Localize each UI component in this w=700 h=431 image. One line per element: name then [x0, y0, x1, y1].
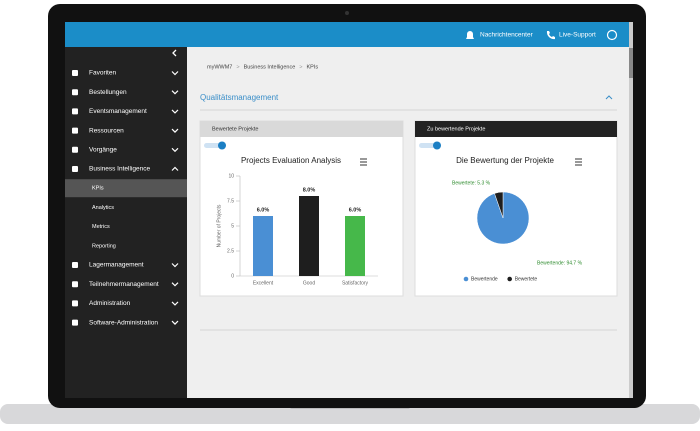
section-toggle[interactable] — [605, 95, 613, 100]
pie-slice — [494, 191, 504, 219]
card-title: Zu bewertende Projekte — [427, 126, 485, 132]
nav-subitem[interactable]: Reporting — [92, 243, 116, 249]
chevron — [171, 147, 179, 153]
bar — [299, 196, 319, 276]
nav-icon — [72, 166, 78, 172]
breadcrumb-item[interactable]: myWWM7 — [207, 64, 232, 70]
laptop-base — [0, 404, 700, 424]
nav-icon — [72, 281, 78, 288]
chevron — [171, 71, 179, 76]
card-title: Bewertete Projekte — [212, 126, 258, 132]
nav-item[interactable]: Ressourcen — [89, 127, 124, 134]
notifications[interactable]: Nachrichtencenter — [480, 32, 534, 39]
collapse-icon[interactable] — [172, 49, 177, 57]
y-tick-label: 0 — [231, 273, 234, 279]
nav-item[interactable]: Eventsmanagement — [89, 108, 147, 115]
breadcrumb-item[interactable]: KPIs — [306, 64, 318, 70]
chevron — [171, 109, 179, 114]
nav-icon — [72, 89, 78, 96]
chevron — [171, 301, 179, 306]
nav-icon — [72, 108, 78, 115]
breadcrumb-separator: > — [299, 64, 302, 70]
nav-item[interactable]: Administration — [89, 300, 131, 307]
bar — [345, 216, 365, 276]
nav-item[interactable]: Vorgänge — [89, 147, 117, 154]
live-support[interactable]: Live-Support — [559, 32, 596, 39]
nav-item[interactable]: Favoriten — [89, 70, 116, 77]
nav-subitem[interactable]: KPIs — [92, 186, 104, 192]
nav-item[interactable]: Lagermanagement — [89, 262, 144, 269]
card-header — [200, 121, 403, 137]
legend-marker[interactable] — [463, 276, 469, 282]
legend-entry[interactable]: Bewertende — [471, 276, 498, 282]
breadcrumb-separator: > — [236, 64, 239, 70]
legend-entry[interactable]: Bewertete — [515, 276, 538, 282]
y-tick-label: 7.5 — [227, 198, 234, 204]
chevron — [171, 90, 179, 95]
nav-icon — [72, 127, 78, 134]
nav-item[interactable]: Bestellungen — [89, 89, 127, 96]
nav-item[interactable]: Software-Administration — [89, 319, 158, 326]
nav-icon — [72, 262, 78, 268]
x-tick-label: Excellent — [253, 280, 274, 286]
x-tick-label: Good — [303, 280, 315, 286]
sidebar — [65, 47, 187, 398]
user-icon[interactable] — [606, 29, 618, 41]
nav-icon — [72, 300, 78, 307]
data-label: 6.0% — [349, 207, 362, 213]
scrollbar[interactable] — [629, 22, 633, 398]
nav-item[interactable]: Business Intelligence — [89, 166, 150, 173]
camera — [345, 11, 349, 15]
card-header — [415, 121, 617, 137]
legend-marker[interactable] — [507, 276, 512, 282]
data-label: Bewertende: 94.7 % — [537, 260, 583, 266]
nav-icon — [72, 319, 78, 326]
chevron — [171, 320, 179, 325]
y-tick-label: 2.5 — [227, 248, 234, 254]
nav-subitem[interactable]: Metrics — [92, 224, 110, 230]
data-label: Bewertete: 5.3 % — [452, 180, 491, 186]
breadcrumb-item[interactable]: Business Intelligence — [244, 64, 296, 70]
y-axis-label: Number of Projects — [216, 204, 222, 247]
data-label: 6.0% — [257, 207, 270, 213]
nav-item[interactable]: Teilnehmermanagement — [89, 281, 159, 288]
toggle-knob[interactable] — [433, 141, 441, 150]
data-label: 8.0% — [303, 187, 316, 193]
scroll-thumb[interactable] — [629, 48, 633, 78]
bell-icon — [466, 31, 474, 39]
nav-active — [65, 179, 187, 198]
nav-icon — [72, 70, 78, 76]
y-tick-label: 5 — [231, 223, 234, 229]
top-bar — [65, 22, 629, 47]
chevron — [171, 263, 179, 268]
chevron — [171, 128, 179, 133]
chart-title: Projects Evaluation Analysis — [241, 156, 341, 165]
y-tick-label: 10 — [228, 173, 234, 179]
menu-icon[interactable] — [575, 158, 582, 166]
phone-icon — [546, 31, 555, 40]
nav-icon — [72, 146, 78, 153]
section-title[interactable]: Qualitätsmanagement — [200, 93, 279, 102]
x-tick-label: Satisfactory — [342, 280, 369, 286]
chevron — [171, 282, 179, 287]
chart-title: Die Bewertung der Projekte — [456, 156, 554, 165]
chevron — [171, 166, 179, 171]
menu-icon[interactable] — [360, 158, 367, 166]
toggle-knob[interactable] — [218, 141, 226, 150]
nav-subitem[interactable]: Analytics — [92, 205, 114, 211]
bar — [253, 216, 273, 276]
